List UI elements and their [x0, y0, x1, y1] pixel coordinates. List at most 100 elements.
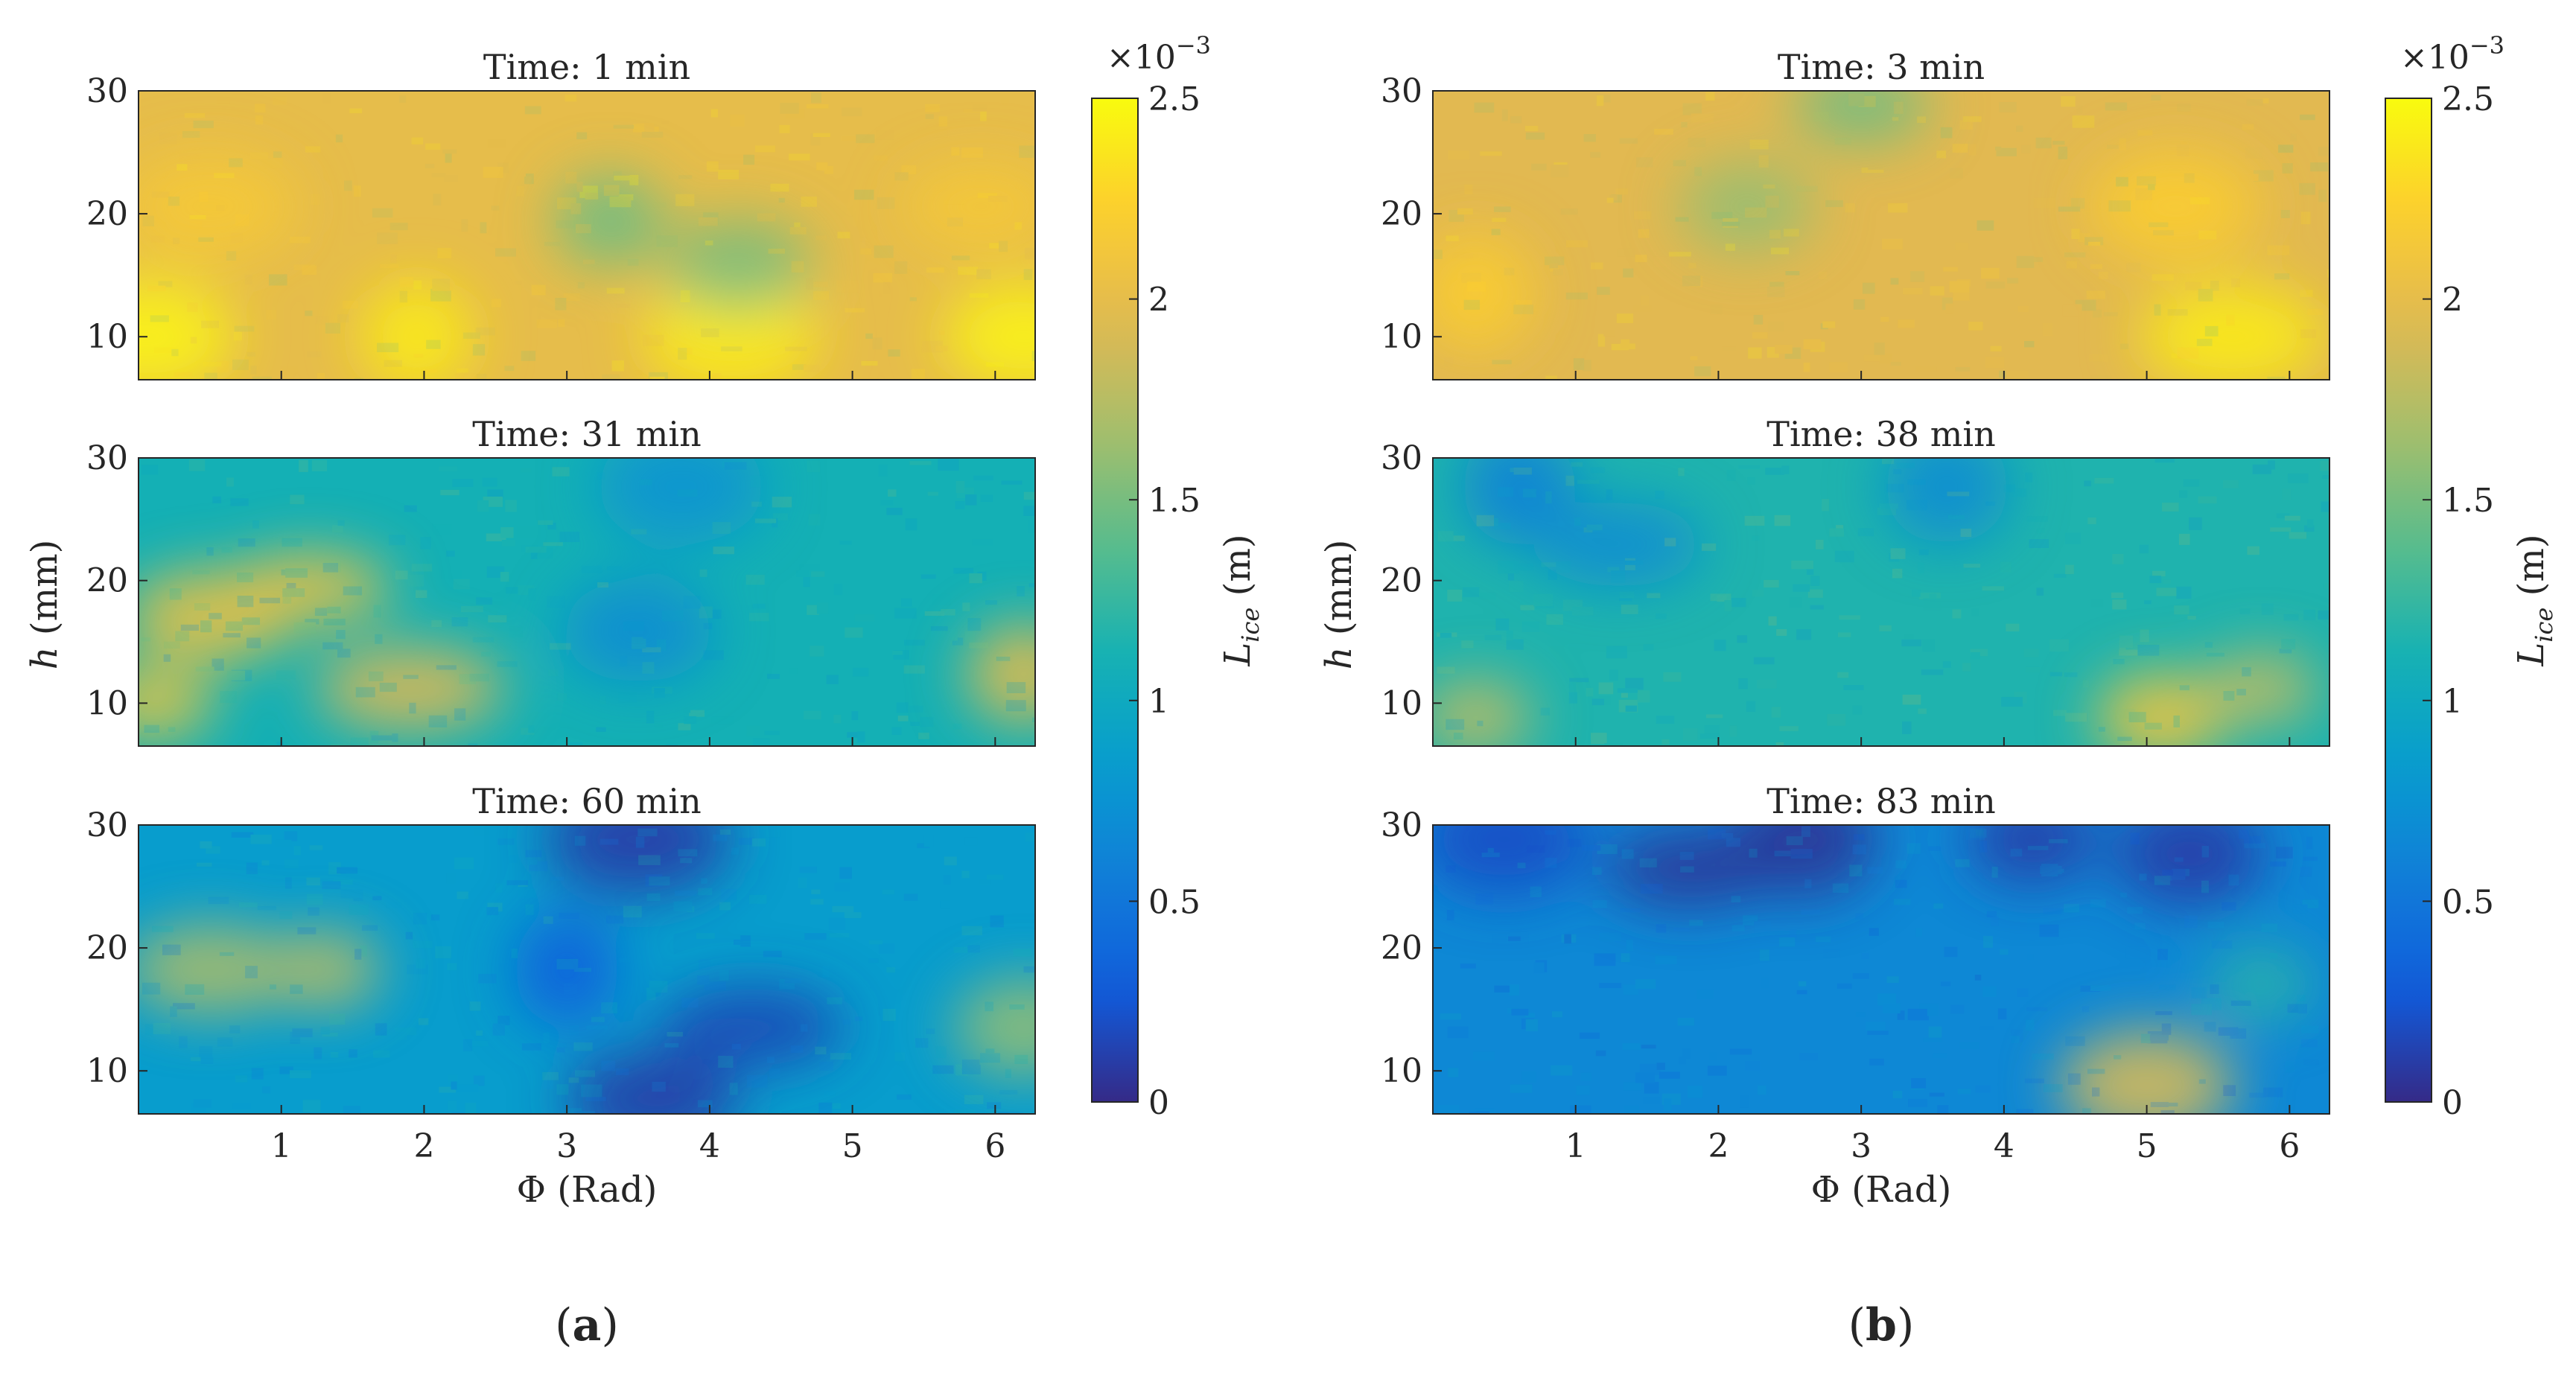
colorbar-exponent: ×10−3 [2400, 31, 2505, 77]
x-tick-label: 5 [842, 1127, 863, 1165]
plot-title: Time: 38 min [1766, 414, 1995, 454]
heatmap-hotspot [139, 667, 214, 738]
y-tick-label: 20 [1381, 562, 1422, 600]
heatmap-coldspot [555, 176, 665, 267]
y-tick-label: 10 [86, 684, 128, 722]
heatmap-hotspot [954, 978, 1035, 1077]
x-tick-label: 2 [1708, 1127, 1729, 1165]
colorbar-label: Lice (m) [2510, 534, 2558, 666]
colorbar-tick-label: 0 [2442, 1084, 2463, 1122]
heatmap-coldspot [546, 825, 731, 895]
y-tick-label: 10 [1381, 684, 1422, 722]
y-tick-label: 10 [86, 1052, 128, 1090]
colorbar: 0 0.5 1 1.5 2 2.5×10−3 Lice (m) [1091, 31, 1265, 1122]
heatmap-hotspot [2140, 284, 2326, 380]
colorbar-tick-label: 2.5 [1148, 80, 1200, 118]
x-tick-label: 5 [2137, 1127, 2157, 1165]
y-tick-label: 30 [1381, 72, 1422, 110]
colorbar-tick-label: 0.5 [1148, 883, 1200, 921]
heatmap-hotspot [2096, 672, 2227, 746]
y-tick-label: 20 [86, 562, 128, 600]
heatmap-coldspot [562, 579, 714, 683]
heatmap-coldspot [1732, 825, 1876, 896]
axes-frame [1432, 90, 2330, 380]
axes-frame [1432, 457, 2330, 747]
heatmap-coldspot [1679, 162, 1815, 251]
colorbar-tick-label: 1 [1148, 683, 1169, 721]
x-tick-label: 4 [1994, 1127, 2014, 1165]
heatmap-plot: 10 20 30 Time: 1 min [86, 47, 1036, 380]
colorbar-tick-label: 1 [2442, 683, 2463, 721]
y-tick-label: 30 [1381, 439, 1422, 477]
heatmap-plot: 10 20 30 Time: 38 min [1381, 414, 2330, 747]
heatmap-hotspot [360, 281, 474, 380]
y-tick-label: 20 [86, 929, 128, 967]
plot-title: Time: 3 min [1778, 47, 1985, 87]
y-tick-label: 30 [1381, 806, 1422, 844]
axes-frame [138, 457, 1036, 747]
x-tick-label: 4 [699, 1127, 720, 1165]
axes-frame [138, 824, 1036, 1115]
heatmap-hotspot [1433, 235, 1534, 351]
y-axis-label: h (mm) [1318, 540, 1360, 670]
colorbar-tick-label: 1.5 [2442, 482, 2494, 520]
heatmap-hotspot [139, 924, 295, 1015]
colorbar-tick-label: 2 [2442, 281, 2463, 319]
heatmap-hotspot [316, 647, 504, 730]
heatmap-hotspot [267, 930, 381, 1009]
heatmap-texture [142, 92, 1035, 380]
colorbar-tick-label: 2 [1148, 281, 1169, 319]
x-tick-label: 1 [271, 1127, 292, 1165]
heatmap-coldspot [1606, 831, 1774, 905]
heatmap-hotspot [2059, 1030, 2234, 1114]
heatmap-coldspot [514, 912, 620, 1027]
x-axis-label: Φ (Rad) [517, 1169, 658, 1211]
heatmap-hotspot [229, 552, 392, 623]
heatmap-texture [1437, 826, 2329, 1114]
colorbar-tick-label: 0 [1148, 1084, 1169, 1122]
heatmap-coldspot [665, 219, 812, 309]
heatmap-coldspot [567, 1052, 738, 1114]
heatmap-coldspot [2115, 825, 2264, 906]
y-tick-label: 10 [1381, 318, 1422, 356]
colorbar-exponent: ×10−3 [1107, 31, 1211, 77]
colorbar-tick-label: 1.5 [1148, 482, 1200, 520]
x-axis-label: Φ (Rad) [1811, 1169, 1952, 1211]
heatmap-hotspot [643, 278, 819, 380]
heatmap-hotspot [139, 278, 235, 380]
x-tick-label: 3 [1851, 1127, 1871, 1165]
heatmap-hotspot [943, 283, 1035, 380]
heatmap-plot: 10 20 30 Time: 83 min [1381, 781, 2330, 1115]
plot-title: Time: 1 min [483, 47, 690, 87]
heatmap-texture [142, 828, 1035, 1114]
y-tick-label: 30 [86, 72, 128, 110]
colorbar-label: Lice (m) [1217, 534, 1265, 666]
heatmap-hotspot [1433, 680, 1532, 746]
heatmap-coldspot [1533, 502, 1703, 587]
colorbar-tick-label: 0.5 [2442, 883, 2494, 921]
heatmap-hotspot [2207, 948, 2315, 1019]
heatmap-plot: 10 20 30 Time: 31 min [86, 414, 1036, 747]
heatmap-texture [1437, 458, 2329, 746]
heatmap-coldspot [1884, 458, 2010, 544]
x-tick-label: 6 [985, 1127, 1005, 1165]
y-tick-label: 30 [86, 806, 128, 844]
y-tick-label: 10 [1381, 1052, 1422, 1090]
axes-frame [138, 90, 1036, 380]
x-tick-label: 6 [2279, 1127, 2300, 1165]
heatmap-hotspot [2090, 152, 2261, 261]
plot-title: Time: 31 min [472, 414, 701, 454]
colorbar-gradient [2385, 98, 2432, 1103]
heatmap-hotspot [966, 624, 1035, 724]
y-axis-label: h (mm) [24, 540, 66, 670]
heatmap-coldspot [660, 987, 845, 1067]
heatmap-texture [1433, 92, 2329, 380]
heatmap-coldspot [1968, 825, 2097, 882]
heatmap-hotspot [2204, 652, 2318, 726]
panel-label: (a) [555, 1299, 619, 1351]
heatmap-texture [141, 458, 1035, 746]
axes-frame [1432, 824, 2330, 1115]
plot-title: Time: 83 min [1766, 781, 1995, 821]
